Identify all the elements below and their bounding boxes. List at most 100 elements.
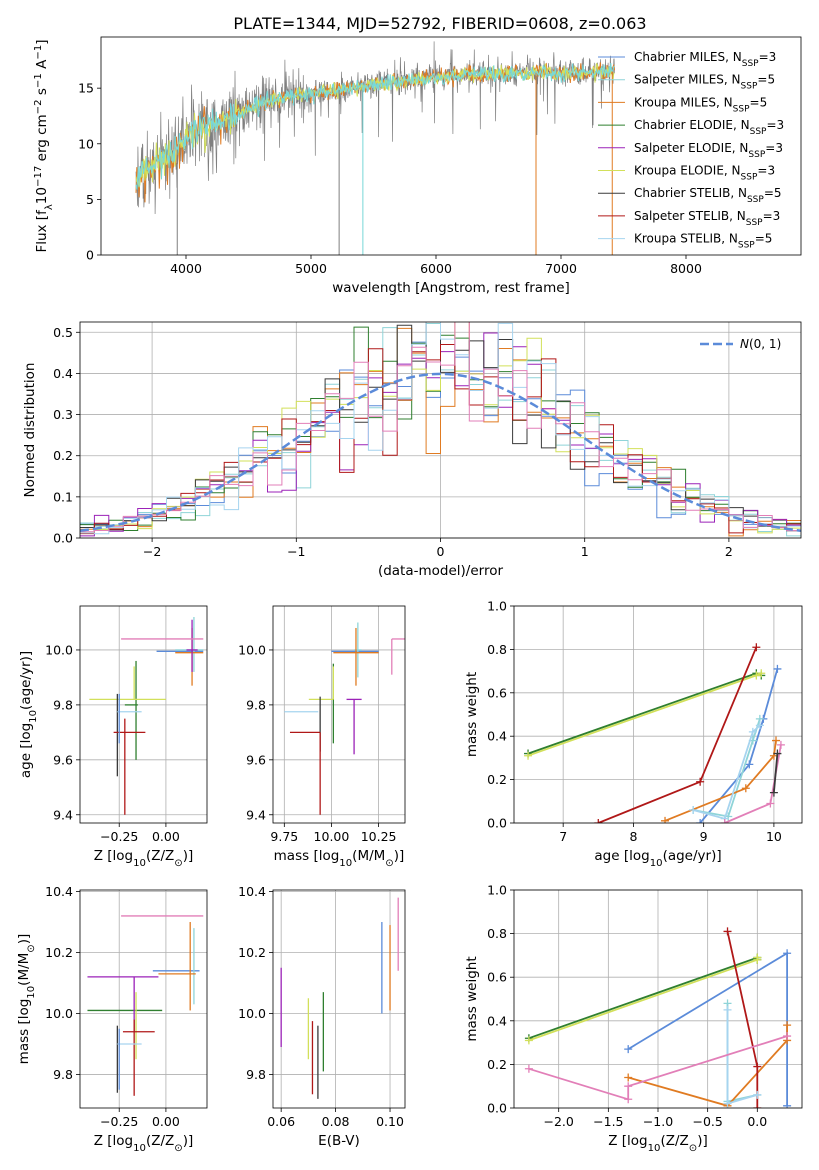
- legend-entry: Kroupa STELIB, NSSP=5: [634, 232, 772, 251]
- residual-histogram-step: [80, 322, 801, 533]
- x-tick-label: 7000: [545, 261, 577, 276]
- y-tick-label: 0.5: [53, 325, 73, 340]
- y-tick-label: 0.8: [487, 926, 507, 941]
- legend-entry: Chabrier MILES, NSSP=3: [634, 50, 776, 69]
- weight-point-marker: [773, 664, 782, 673]
- weight-point-marker: [772, 736, 781, 745]
- x-tick-label: 10.00: [314, 829, 350, 844]
- plot-area: [524, 927, 792, 1108]
- y-tick-label: 0.2: [487, 772, 507, 787]
- y-tick-label: 10.0: [45, 1006, 73, 1021]
- x-axis-label: E(B-V): [318, 1133, 360, 1149]
- weight-point-marker: [723, 927, 732, 936]
- residual-histogram-step: [80, 322, 801, 535]
- axes-frame: [272, 605, 406, 824]
- x-tick-label: −0.25: [100, 1114, 138, 1129]
- y-tick-label: 0.1: [53, 489, 73, 504]
- x-tick-label: 10: [766, 829, 782, 844]
- weight-point-marker: [624, 1045, 633, 1054]
- mass-vs-metallicity-panel: −0.25 0.00 9.8 10.0 10.2 10.4 Z [log10(Z/Z⊙)] m…: [16, 884, 208, 1154]
- y-tick-label: 0.8: [487, 642, 507, 657]
- axes-frame: [272, 889, 406, 1109]
- x-axis-label: Z [log10(Z/Z⊙)]: [94, 1133, 194, 1154]
- x-axis-label: (data-model)/error: [378, 563, 504, 579]
- plot-area: [524, 643, 785, 823]
- errorbar-point: [354, 622, 362, 678]
- axes-frame: [79, 605, 208, 824]
- x-axis-label: mass [log10(M/M⊙)]: [274, 848, 405, 869]
- x-tick-label: −0.5: [692, 1114, 722, 1129]
- y-tick-label: 10.0: [238, 642, 266, 657]
- weight-point-marker: [783, 1101, 792, 1108]
- plot-area: [89, 616, 204, 815]
- weight-point-marker: [776, 740, 785, 749]
- weight-vs-metallicity-panel: −2.0 −1.5 −1.0 −0.5 0.0 0.0 0.2 0.4 0.6 0.8 1.0 Z […: [464, 883, 803, 1154]
- age-vs-metallicity-panel: −0.25 0.00 9.4 9.6 9.8 10.0 Z [log10(Z/Z⊙)] age…: [18, 605, 208, 869]
- weight-point-marker: [773, 749, 782, 758]
- y-axis-label: Flux [fλ10−17 erg cm−2 s−1 A−1]: [33, 39, 55, 252]
- y-tick-label: 0.2: [487, 1057, 507, 1072]
- y-tick-label: 15: [78, 81, 94, 96]
- legend-entry: Salpeter MILES, NSSP=5: [634, 73, 775, 92]
- weight-point-marker: [689, 805, 698, 814]
- weight-point-marker: [752, 643, 761, 652]
- weight-point-marker: [752, 671, 761, 680]
- weight-point-marker: [741, 784, 750, 793]
- x-tick-label: 6000: [420, 261, 452, 276]
- y-tick-label: 0.3: [53, 407, 73, 422]
- weight-point-marker: [624, 1073, 633, 1082]
- weight-point-marker: [720, 819, 729, 823]
- x-tick-label: 0.0: [747, 1114, 767, 1129]
- weight-series-line: [699, 668, 779, 823]
- y-axis-label: Normed distribution: [22, 363, 38, 498]
- axes-frame: [513, 605, 803, 824]
- y-tick-label: 9.8: [53, 697, 73, 712]
- weight-point-marker: [624, 1082, 633, 1091]
- y-tick-label: 9.4: [53, 807, 73, 822]
- x-tick-label: −1.0: [643, 1114, 673, 1129]
- x-axis-label: Z [log10(Z/Z⊙)]: [94, 848, 194, 869]
- y-axis-label: age [log10(age/yr)]: [18, 651, 39, 778]
- x-tick-label: 2: [725, 544, 733, 559]
- weight-point-marker: [753, 1062, 762, 1071]
- plot-area: [87, 915, 204, 1096]
- residual-histogram-step: [80, 322, 801, 537]
- plot-area: [135, 41, 615, 255]
- axes-frame: [79, 321, 802, 539]
- y-axis-label: mass weight: [464, 956, 480, 1041]
- y-axis-label: mass weight: [464, 672, 480, 757]
- weight-point-marker: [757, 669, 766, 678]
- legend-entry: Salpeter ELODIE, NSSP=3: [634, 141, 783, 160]
- y-tick-label: 0: [86, 248, 94, 263]
- errorbar-point: [175, 616, 204, 672]
- y-axis-label: mass [log10(M/M⊙)]: [16, 934, 37, 1065]
- y-tick-label: 10.4: [238, 884, 266, 899]
- y-tick-label: 1.0: [487, 883, 507, 898]
- x-tick-label: −1: [287, 544, 305, 559]
- errorbar-point: [113, 718, 146, 815]
- errorbar-point: [346, 698, 362, 755]
- weight-point-marker: [594, 819, 603, 823]
- legend-entry: N(0, 1): [740, 337, 781, 351]
- weight-point-marker: [745, 760, 754, 769]
- y-tick-label: 9.8: [246, 697, 266, 712]
- y-tick-label: 9.6: [246, 752, 266, 767]
- x-tick-label: −1.5: [593, 1114, 623, 1129]
- x-tick-label: 0.00: [152, 829, 180, 844]
- x-tick-label: 1: [581, 544, 589, 559]
- x-tick-label: 5000: [295, 261, 327, 276]
- x-tick-label: 4000: [170, 261, 202, 276]
- y-tick-label: 9.4: [246, 807, 266, 822]
- weight-series-line: [528, 956, 759, 1040]
- errorbar-point: [186, 619, 198, 672]
- normal-reference-curve: [80, 372, 801, 533]
- x-tick-label: 0.08: [322, 1114, 350, 1129]
- plot-area: [80, 322, 801, 537]
- legend-entry: Salpeter STELIB, NSSP=3: [634, 209, 780, 228]
- errorbar-point: [89, 666, 166, 701]
- legend-entry: Kroupa MILES, NSSP=5: [634, 95, 767, 114]
- y-tick-label: 0.0: [487, 1101, 507, 1116]
- y-tick-label: 10.4: [45, 884, 73, 899]
- errorbar-point: [289, 731, 321, 815]
- y-tick-label: 0.4: [487, 729, 507, 744]
